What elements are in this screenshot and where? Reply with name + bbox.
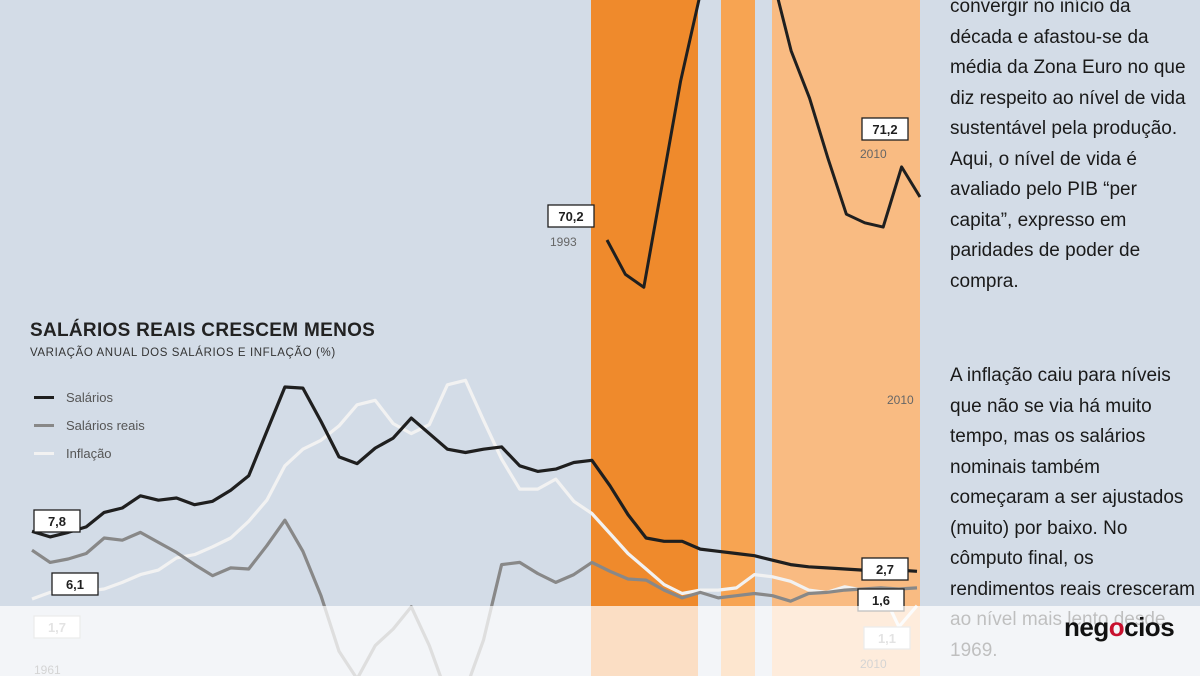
- label-top-end-value: 71,2: [872, 122, 897, 137]
- legend-item-salarios: Salários: [34, 383, 145, 411]
- label-salarios-reais-start: 6,1: [66, 577, 84, 592]
- shaded-period-1997-1998: [721, 0, 755, 676]
- gdp-per-capita-chart: [605, 0, 922, 289]
- legend-item-inflacao: Inflação: [34, 439, 145, 467]
- label-stray-year: 2010: [887, 393, 914, 407]
- label-salarios-reais-start-group: 6,1: [51, 572, 99, 596]
- logo-text-start: neg: [1064, 612, 1109, 642]
- label-salarios-reais-end-group: 2,7: [861, 557, 909, 581]
- label-top-start-value-box: [547, 204, 595, 228]
- salarios-line: [31, 385, 918, 573]
- negocios-logo: negocios: [1064, 612, 1175, 643]
- shaded-period-1993-1996: [591, 0, 698, 676]
- label-salarios-start: 7,8: [48, 514, 66, 529]
- logo-text-o: o: [1108, 612, 1125, 642]
- label-salarios-start-group: 7,8: [33, 509, 81, 533]
- label-salarios-reais-end-box: [861, 557, 909, 581]
- chart-subtitle: VARIAÇÃO ANUAL DOS SALÁRIOS E INFLAÇÃO (…: [30, 347, 336, 359]
- article-paragraph-1: convergir no início da década e afastou-…: [950, 0, 1186, 292]
- legend-label-salarios: Salários: [66, 389, 113, 405]
- label-salarios-start-box: [33, 509, 81, 533]
- label-salarios-reais-start-box: [51, 572, 99, 596]
- legend-swatch-inflacao: [34, 451, 54, 455]
- label-top-end-value-box: [861, 117, 909, 141]
- label-top-start-value: 70,2: [558, 209, 583, 224]
- gdp-per-capita-line: [605, 0, 922, 289]
- label-top-end-year: 2010: [860, 147, 887, 161]
- legend-item-salarios-reais: Salários reais: [34, 411, 145, 439]
- legend-label-inflacao: Inflação: [66, 445, 112, 461]
- chart-title: SALÁRIOS REAIS CRESCEM MENOS: [30, 320, 376, 341]
- legend-swatch-salarios-reais: [34, 423, 54, 427]
- bottom-fade-overlay: [0, 606, 1200, 676]
- inflacao-line: [31, 378, 919, 629]
- label-top-end-value-group: 71,2: [861, 117, 909, 141]
- label-salarios-reais-end: 2,7: [876, 562, 894, 577]
- label-top-start-year: 1993: [550, 235, 577, 249]
- legend-label-salarios-reais: Salários reais: [66, 417, 145, 433]
- label-salarios-end-group: 1,6: [857, 588, 905, 612]
- label-salarios-end: 1,6: [872, 593, 890, 608]
- legend: Salários Salários reais Inflação: [34, 383, 145, 467]
- logo-text-end: cios: [1124, 612, 1175, 642]
- legend-swatch-salarios: [34, 395, 54, 399]
- label-top-start-value-group: 70,2: [547, 204, 595, 228]
